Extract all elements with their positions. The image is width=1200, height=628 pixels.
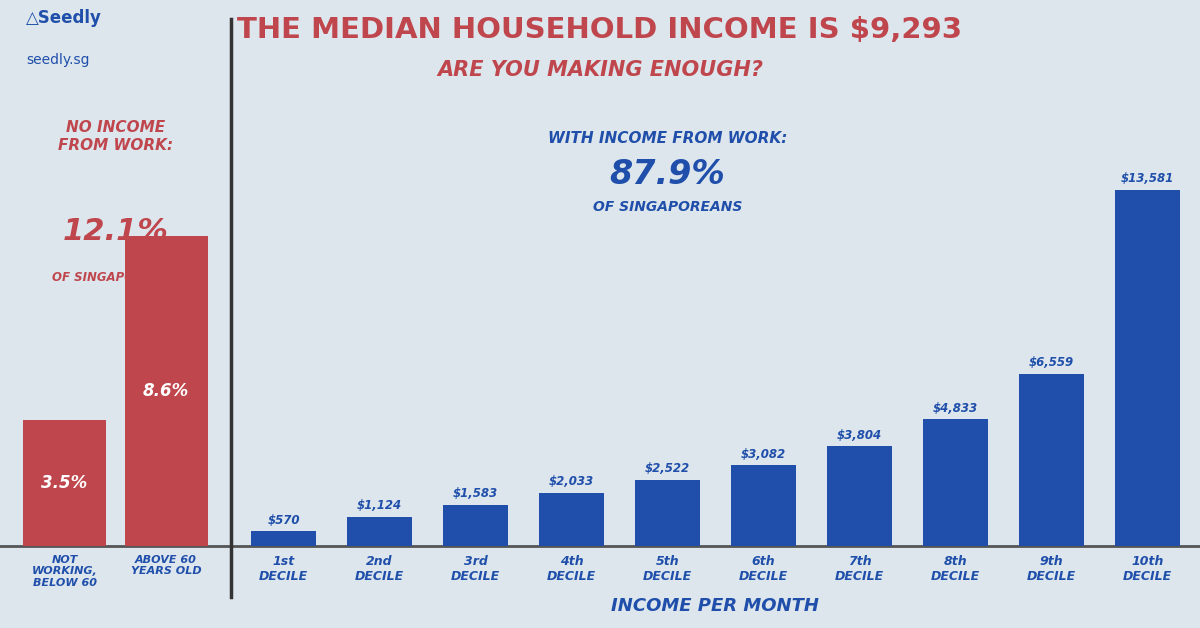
Bar: [923, 420, 988, 546]
Bar: [731, 465, 796, 546]
Bar: [1115, 190, 1180, 546]
Text: OF SINGAPOREANS: OF SINGAPOREANS: [52, 271, 179, 284]
Bar: [125, 236, 208, 546]
Text: $2,522: $2,522: [644, 462, 690, 475]
Text: $570: $570: [268, 514, 300, 527]
Text: seedly.sg: seedly.sg: [26, 53, 90, 67]
Text: WITH INCOME FROM WORK:: WITH INCOME FROM WORK:: [547, 131, 787, 146]
Text: THE MEDIAN HOUSEHOLD INCOME IS $9,293: THE MEDIAN HOUSEHOLD INCOME IS $9,293: [238, 16, 962, 44]
Bar: [827, 447, 892, 546]
Bar: [251, 531, 316, 546]
Text: $4,833: $4,833: [932, 402, 978, 414]
Text: △Seedly: △Seedly: [26, 9, 102, 28]
Text: $1,124: $1,124: [356, 499, 402, 512]
Text: $3,804: $3,804: [836, 429, 882, 441]
Bar: [443, 505, 508, 546]
Text: NO INCOME
FROM WORK:: NO INCOME FROM WORK:: [58, 119, 173, 153]
Text: $6,559: $6,559: [1028, 356, 1074, 369]
Text: 8.6%: 8.6%: [143, 382, 190, 400]
Bar: [539, 493, 604, 546]
Bar: [1019, 374, 1084, 546]
Bar: [635, 480, 700, 546]
Text: $3,082: $3,082: [740, 448, 786, 461]
Bar: [23, 420, 106, 546]
Text: 12.1%: 12.1%: [62, 217, 168, 246]
Text: 3.5%: 3.5%: [42, 474, 88, 492]
Text: 87.9%: 87.9%: [610, 158, 725, 191]
Text: $1,583: $1,583: [452, 487, 498, 500]
X-axis label: INCOME PER MONTH: INCOME PER MONTH: [611, 597, 820, 615]
Text: OF SINGAPOREANS: OF SINGAPOREANS: [593, 200, 742, 214]
Text: ARE YOU MAKING ENOUGH?: ARE YOU MAKING ENOUGH?: [437, 60, 763, 80]
Text: $2,033: $2,033: [548, 475, 594, 488]
Bar: [347, 517, 412, 546]
Text: $13,581: $13,581: [1121, 172, 1174, 185]
